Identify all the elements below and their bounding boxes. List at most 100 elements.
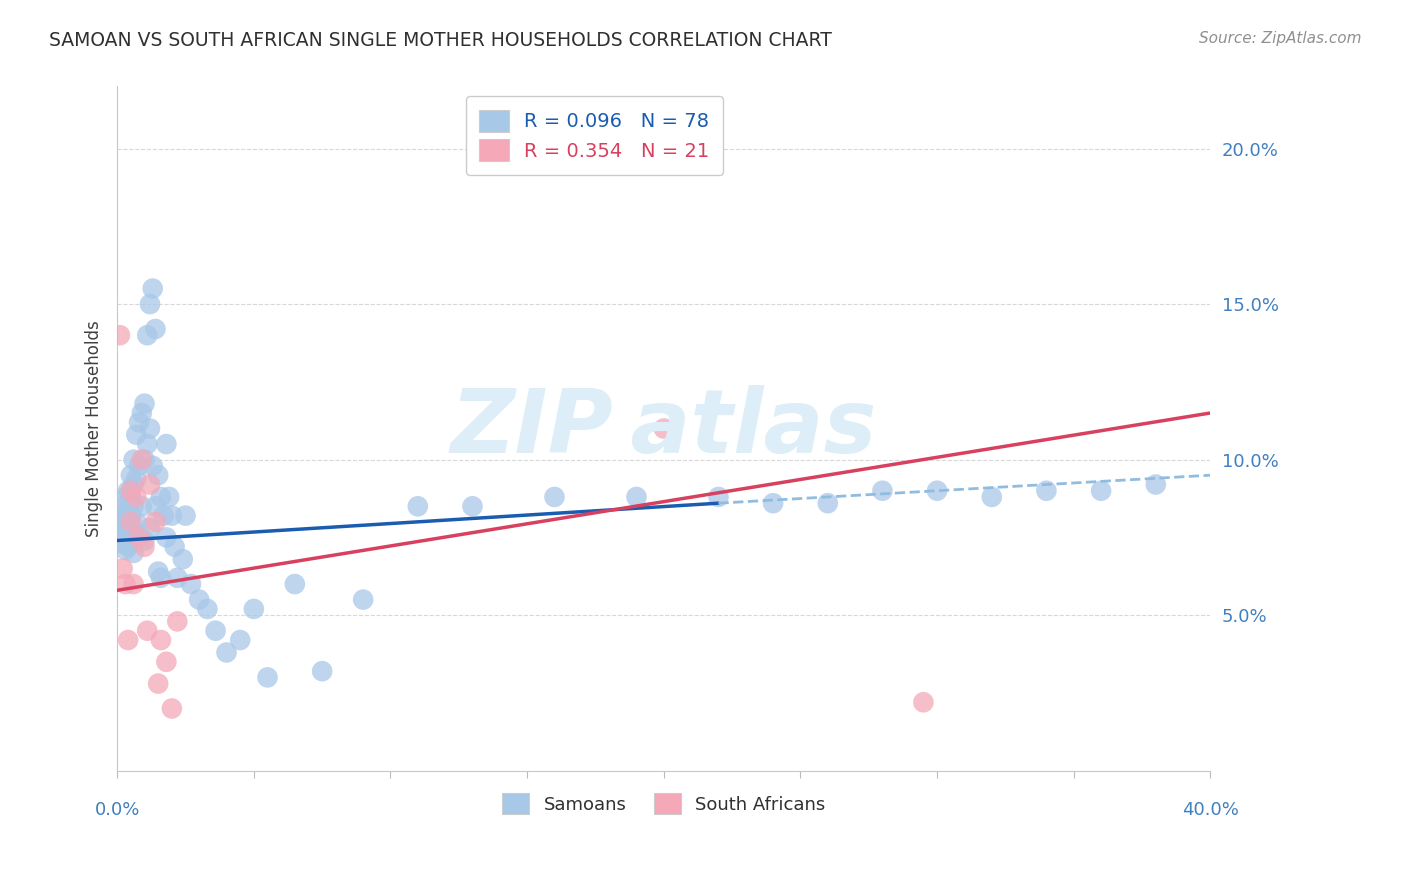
Point bbox=[172, 552, 194, 566]
Point bbox=[136, 624, 159, 638]
Point bbox=[120, 530, 142, 544]
Point bbox=[117, 540, 139, 554]
Legend: Samoans, South Africans: Samoans, South Africans bbox=[494, 784, 834, 823]
Point bbox=[108, 508, 131, 523]
Point bbox=[114, 527, 136, 541]
Point bbox=[762, 496, 785, 510]
Point bbox=[927, 483, 949, 498]
Point bbox=[311, 664, 333, 678]
Text: ZIP atlas: ZIP atlas bbox=[450, 385, 877, 472]
Point bbox=[163, 540, 186, 554]
Point bbox=[145, 500, 167, 514]
Point bbox=[149, 633, 172, 648]
Point bbox=[120, 508, 142, 523]
Point bbox=[707, 490, 730, 504]
Point bbox=[128, 530, 150, 544]
Point bbox=[125, 490, 148, 504]
Point bbox=[160, 701, 183, 715]
Point bbox=[652, 421, 675, 435]
Point bbox=[117, 521, 139, 535]
Point bbox=[1035, 483, 1057, 498]
Point bbox=[155, 530, 177, 544]
Point bbox=[114, 542, 136, 557]
Point bbox=[1144, 477, 1167, 491]
Point bbox=[111, 500, 134, 514]
Point bbox=[166, 571, 188, 585]
Point bbox=[117, 483, 139, 498]
Point bbox=[134, 540, 156, 554]
Point bbox=[215, 645, 238, 659]
Point bbox=[128, 527, 150, 541]
Point bbox=[180, 577, 202, 591]
Point bbox=[111, 536, 134, 550]
Point bbox=[152, 508, 174, 523]
Point bbox=[122, 477, 145, 491]
Point bbox=[125, 471, 148, 485]
Point bbox=[157, 490, 180, 504]
Point bbox=[125, 515, 148, 529]
Point bbox=[108, 328, 131, 343]
Point bbox=[352, 592, 374, 607]
Point bbox=[980, 490, 1002, 504]
Point bbox=[131, 500, 153, 514]
Point bbox=[139, 477, 162, 491]
Point bbox=[204, 624, 226, 638]
Point bbox=[139, 297, 162, 311]
Point bbox=[139, 421, 162, 435]
Point bbox=[120, 468, 142, 483]
Point bbox=[284, 577, 307, 591]
Point bbox=[131, 406, 153, 420]
Point bbox=[461, 500, 484, 514]
Point bbox=[122, 500, 145, 514]
Point bbox=[195, 602, 218, 616]
Text: 40.0%: 40.0% bbox=[1182, 801, 1239, 819]
Point bbox=[166, 615, 188, 629]
Point bbox=[120, 515, 142, 529]
Point bbox=[122, 546, 145, 560]
Point bbox=[128, 415, 150, 429]
Point bbox=[120, 483, 142, 498]
Point bbox=[122, 577, 145, 591]
Point bbox=[912, 695, 935, 709]
Point bbox=[120, 490, 142, 504]
Point bbox=[139, 521, 162, 535]
Point bbox=[155, 437, 177, 451]
Point bbox=[114, 508, 136, 523]
Point bbox=[188, 592, 211, 607]
Y-axis label: Single Mother Households: Single Mother Households bbox=[86, 320, 103, 537]
Point bbox=[134, 533, 156, 548]
Point bbox=[122, 452, 145, 467]
Point bbox=[155, 655, 177, 669]
Point bbox=[145, 322, 167, 336]
Point bbox=[148, 565, 170, 579]
Text: SAMOAN VS SOUTH AFRICAN SINGLE MOTHER HOUSEHOLDS CORRELATION CHART: SAMOAN VS SOUTH AFRICAN SINGLE MOTHER HO… bbox=[49, 31, 832, 50]
Point bbox=[128, 458, 150, 473]
Point bbox=[114, 490, 136, 504]
Point bbox=[406, 500, 429, 514]
Point bbox=[117, 633, 139, 648]
Point bbox=[131, 452, 153, 467]
Point bbox=[1090, 483, 1112, 498]
Point bbox=[160, 508, 183, 523]
Point bbox=[148, 468, 170, 483]
Point bbox=[125, 427, 148, 442]
Point bbox=[134, 397, 156, 411]
Point bbox=[174, 508, 197, 523]
Point bbox=[149, 490, 172, 504]
Point bbox=[256, 670, 278, 684]
Point bbox=[243, 602, 266, 616]
Point bbox=[136, 437, 159, 451]
Text: 0.0%: 0.0% bbox=[94, 801, 139, 819]
Point bbox=[229, 633, 252, 648]
Point bbox=[111, 561, 134, 575]
Point bbox=[626, 490, 648, 504]
Point bbox=[108, 521, 131, 535]
Point bbox=[148, 676, 170, 690]
Point bbox=[134, 452, 156, 467]
Point bbox=[149, 571, 172, 585]
Point bbox=[142, 281, 165, 295]
Point bbox=[142, 458, 165, 473]
Point bbox=[543, 490, 565, 504]
Point bbox=[111, 518, 134, 533]
Point bbox=[872, 483, 894, 498]
